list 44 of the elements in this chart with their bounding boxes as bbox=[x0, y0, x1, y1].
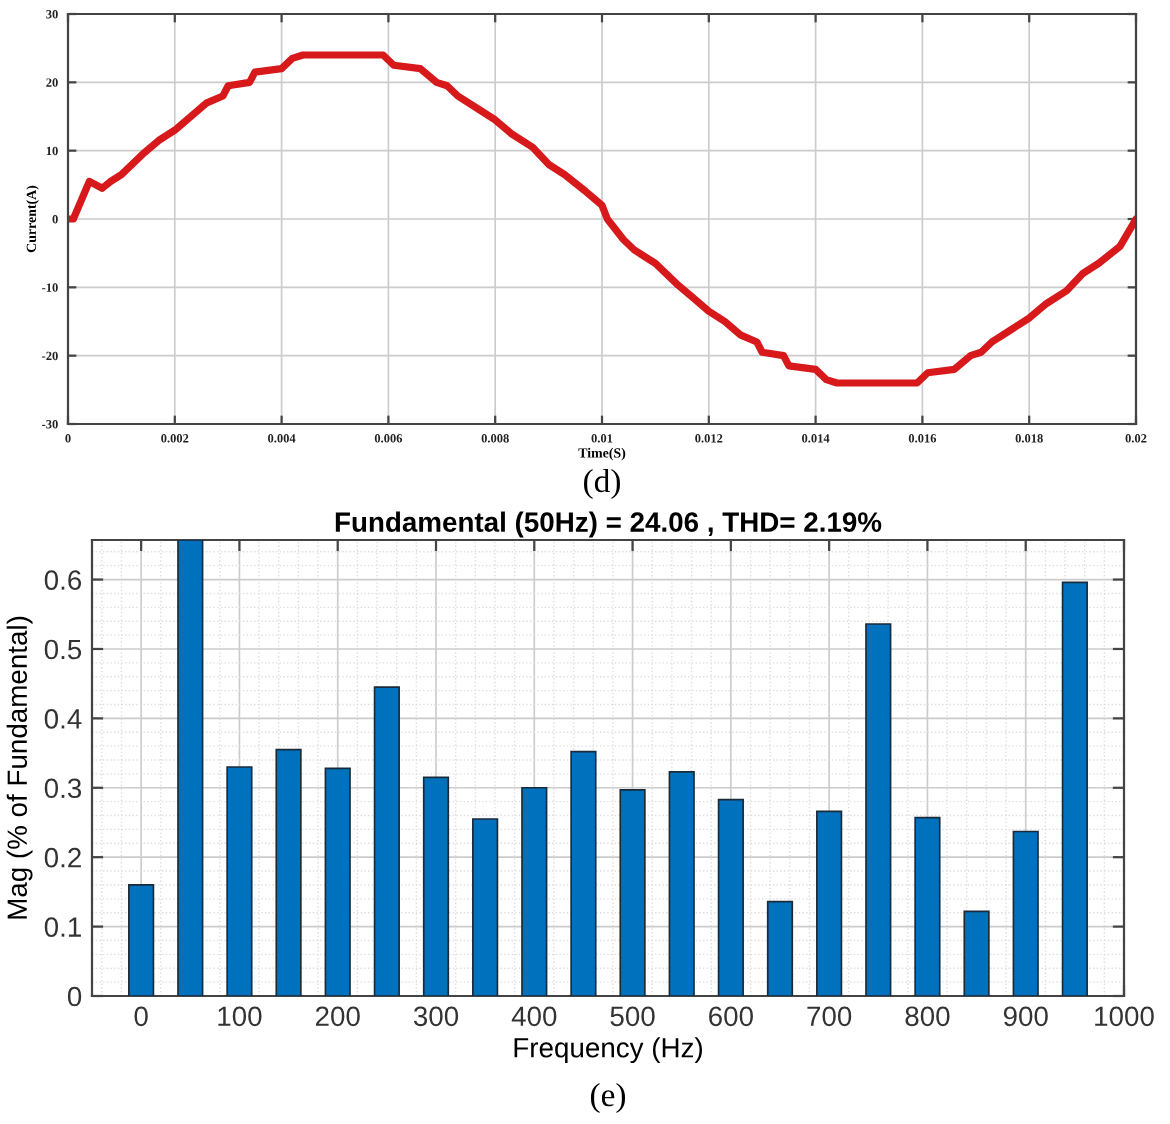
x-tick-label: 500 bbox=[610, 1006, 655, 1027]
bar bbox=[275, 748, 302, 996]
y-tick-label: 0.6 bbox=[44, 570, 82, 590]
x-tick-label: 100 bbox=[218, 1006, 262, 1027]
bar bbox=[570, 750, 597, 996]
bar bbox=[668, 770, 695, 996]
bar bbox=[619, 789, 646, 996]
bar bbox=[865, 623, 892, 996]
bar bbox=[816, 810, 843, 996]
bar bbox=[717, 798, 744, 996]
bar bbox=[472, 818, 499, 996]
x-tick-label: 200 bbox=[315, 1006, 360, 1027]
y-tick-label: 0.5 bbox=[44, 639, 82, 660]
x-tick-label: 600 bbox=[709, 1006, 753, 1027]
x-tick-label: 700 bbox=[807, 1006, 852, 1027]
y-tick-label: 0.4 bbox=[44, 709, 82, 729]
bar bbox=[766, 900, 794, 996]
chart-title: Fundamental (50Hz) = 24.06 , THD= 2.19% bbox=[335, 511, 882, 538]
x-tick-label: 0 bbox=[134, 1006, 148, 1027]
x-tick-label: 400 bbox=[511, 1006, 557, 1027]
bar bbox=[373, 686, 400, 996]
bar bbox=[226, 766, 253, 996]
line-series bbox=[68, 51, 1136, 387]
x-tick-label: 1000 bbox=[1095, 1006, 1154, 1027]
x-tick-label: 800 bbox=[905, 1006, 950, 1027]
y-tick-label: 0.2 bbox=[44, 847, 81, 868]
y-tick-label: 0.3 bbox=[44, 778, 82, 799]
bar bbox=[177, 540, 204, 996]
bar bbox=[963, 910, 990, 996]
bar bbox=[1012, 830, 1039, 996]
y-tick-label: 0 bbox=[67, 986, 82, 1007]
text: (d) bbox=[584, 468, 620, 500]
y-tick-label: 0.1 bbox=[44, 917, 81, 937]
bar bbox=[422, 776, 450, 996]
bar bbox=[521, 786, 548, 996]
bar bbox=[914, 816, 941, 996]
x-tick-label: 300 bbox=[413, 1006, 459, 1027]
bar bbox=[324, 767, 351, 996]
x-tick-label: 900 bbox=[1003, 1006, 1048, 1027]
bar bbox=[128, 884, 155, 996]
x-axis-title: Frequency (Hz) bbox=[514, 1037, 702, 1064]
y-axis-title: Mag (% of Fundamental) bbox=[6, 616, 33, 919]
text: (e) bbox=[590, 1082, 626, 1114]
bar bbox=[1061, 581, 1088, 996]
